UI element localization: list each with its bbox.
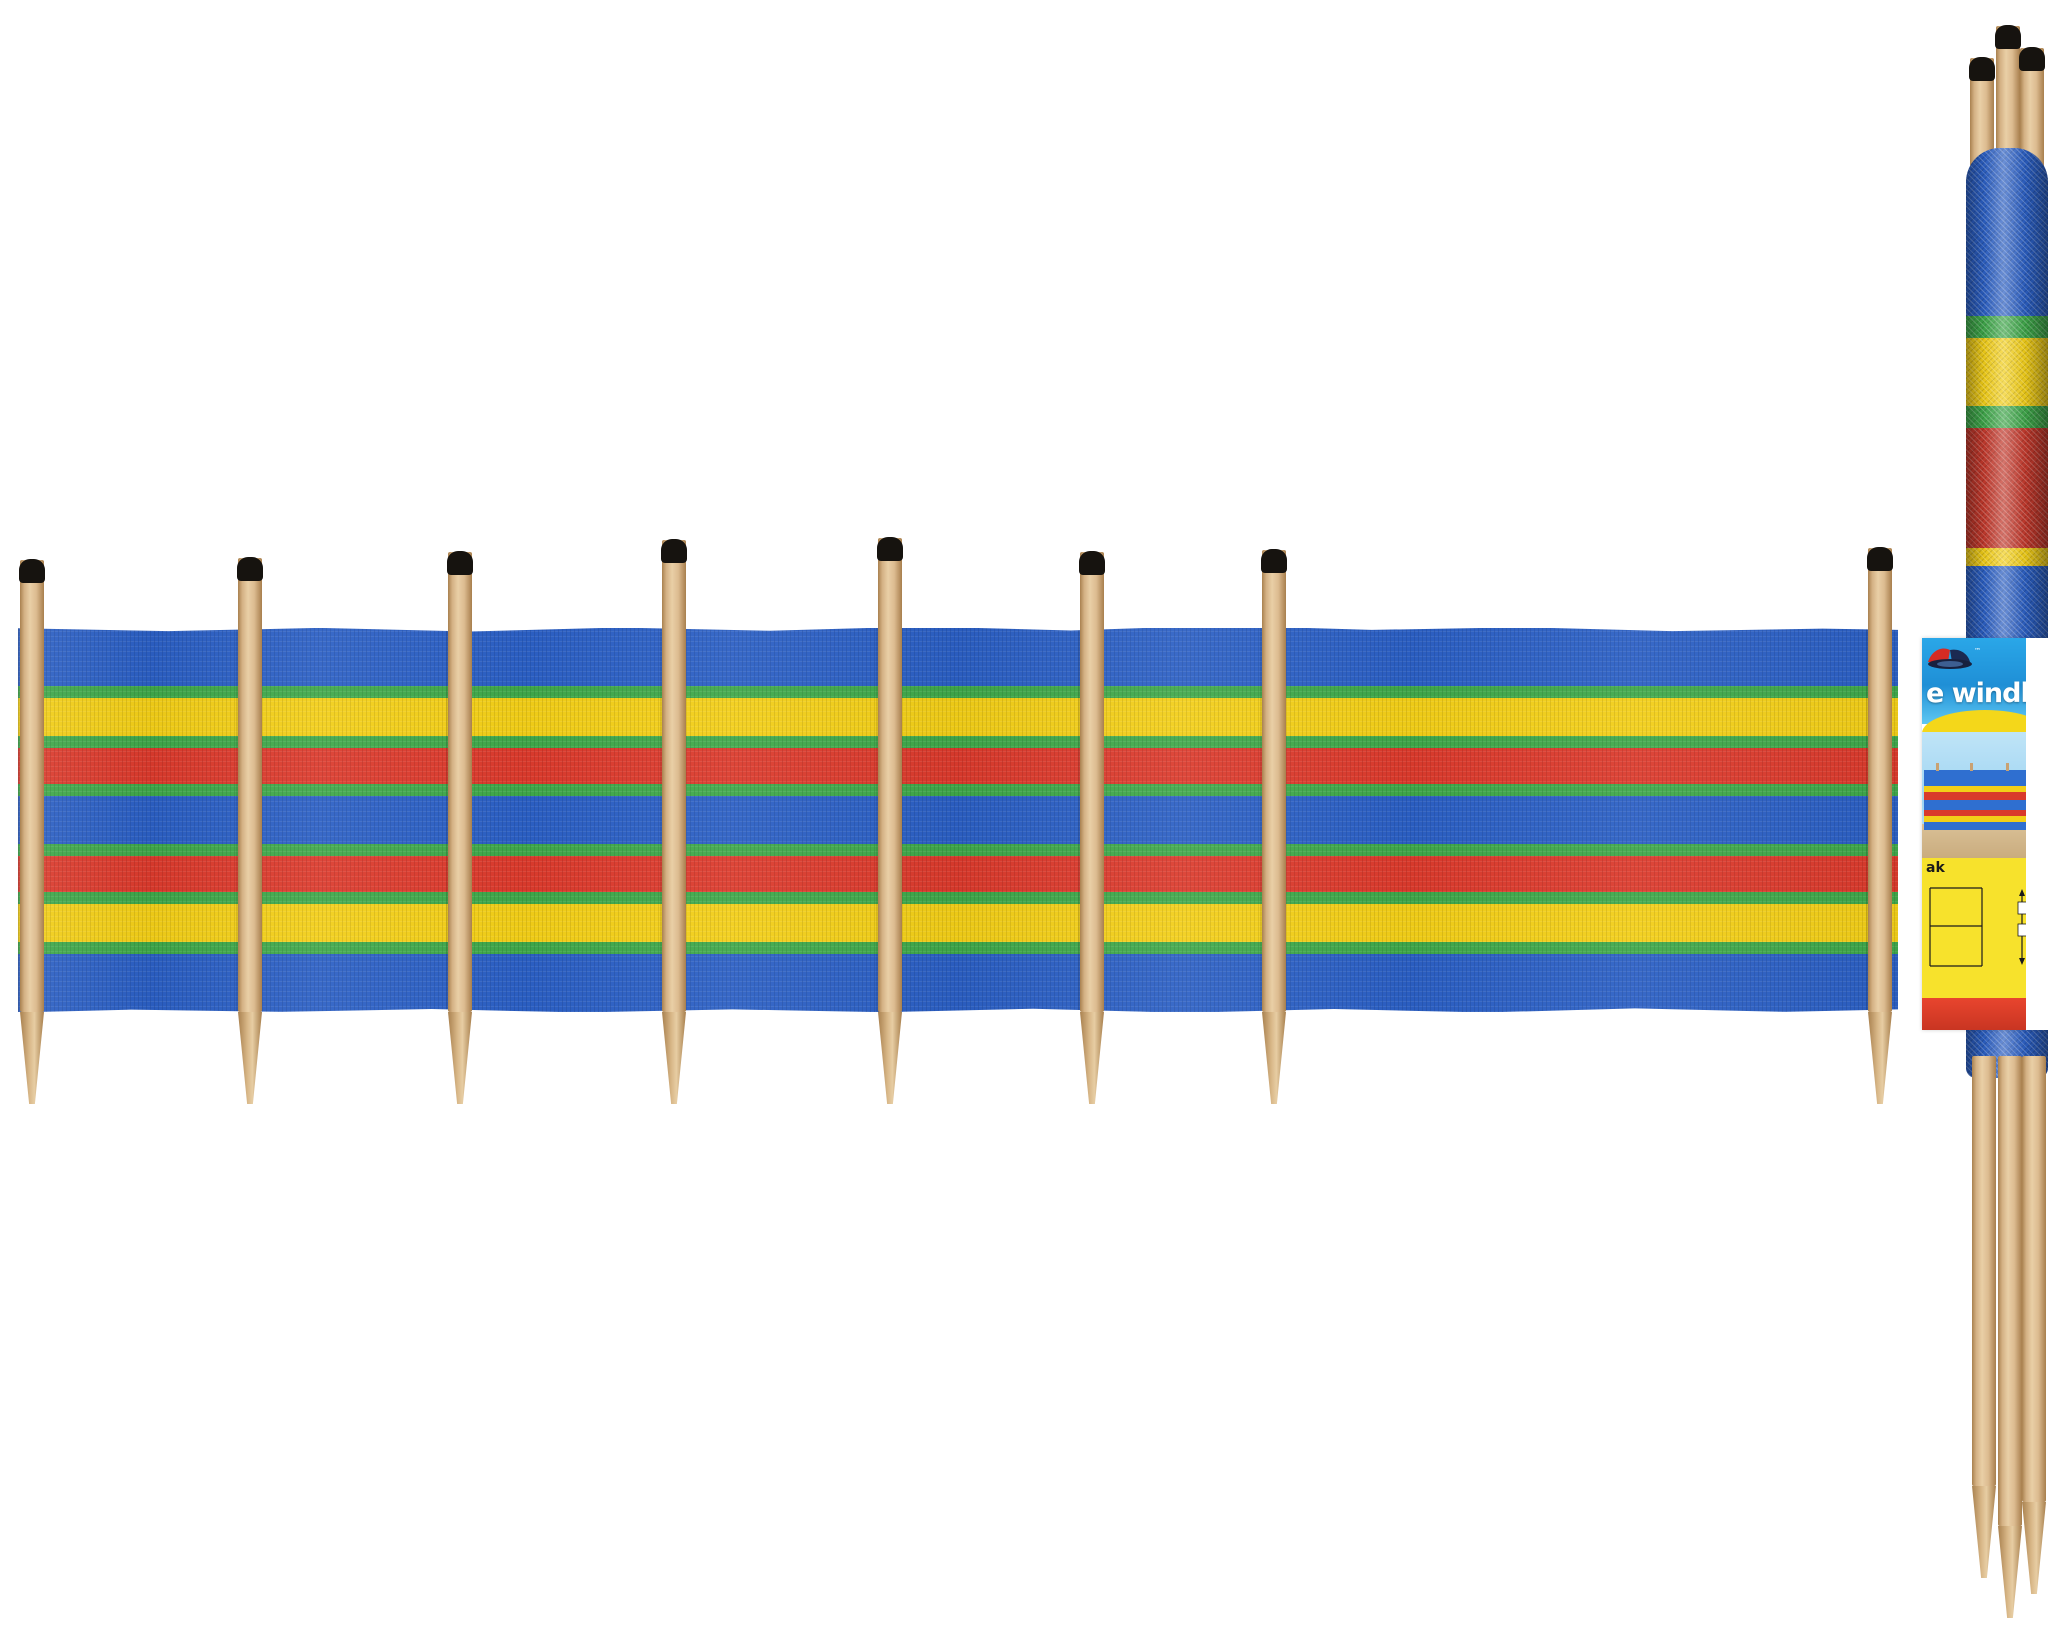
windbreak-fabric bbox=[18, 628, 1898, 1012]
pole-shaft bbox=[1262, 550, 1286, 1012]
bundle-pole bbox=[2022, 1056, 2046, 1594]
brand-logo-icon: ™ bbox=[1928, 647, 1981, 669]
pole-point bbox=[878, 1012, 902, 1104]
pole-point bbox=[20, 1012, 44, 1104]
label-cut-edge bbox=[2026, 638, 2048, 1030]
pole-tip-icon bbox=[661, 539, 687, 563]
pole-shaft bbox=[1868, 548, 1892, 1012]
pole-shaft bbox=[448, 552, 472, 1012]
fabric-weave-texture bbox=[18, 628, 1898, 1012]
photo-windbreak bbox=[1924, 763, 2046, 830]
pole-tip-icon bbox=[1079, 551, 1105, 575]
pole-tip-icon bbox=[877, 537, 903, 561]
pole-tip-icon bbox=[1969, 57, 1995, 81]
pole-tip-icon bbox=[1261, 549, 1287, 573]
trademark-symbol: ™ bbox=[1974, 647, 1981, 655]
fabric-sheen bbox=[18, 628, 1898, 1012]
pole-shaft bbox=[1972, 1056, 1996, 1486]
pole-shaft bbox=[1998, 1056, 2022, 1526]
pole-shaft bbox=[20, 560, 44, 1012]
pole-point bbox=[1262, 1012, 1286, 1104]
pole-point bbox=[1998, 1526, 2022, 1618]
pole-shaft bbox=[878, 538, 902, 1012]
pole-tip-icon bbox=[237, 557, 263, 581]
windbreak-pole bbox=[877, 537, 903, 1104]
fabric-top-edge bbox=[18, 620, 1898, 632]
pole-shaft bbox=[2022, 1056, 2046, 1502]
windbreak-pole bbox=[1867, 547, 1893, 1104]
diagram-caption: ak bbox=[1926, 860, 1945, 876]
windbreak-pole bbox=[447, 551, 473, 1104]
windbreak-pole bbox=[237, 557, 263, 1104]
pole-tip-icon bbox=[1867, 547, 1893, 571]
rolled-windbreak-bundle: ™ e windb ak bbox=[1922, 0, 2048, 1638]
fabric-bottom-edge bbox=[18, 1008, 1898, 1018]
windbreak-pole bbox=[1261, 549, 1287, 1104]
pole-tip-icon bbox=[447, 551, 473, 575]
windbreak-pole bbox=[19, 559, 45, 1104]
pole-point bbox=[1972, 1486, 1996, 1578]
pole-point bbox=[1080, 1012, 1104, 1104]
pole-point bbox=[448, 1012, 472, 1104]
pole-tip-icon bbox=[2019, 47, 2045, 71]
product-label: ™ e windb ak bbox=[1922, 638, 2048, 1030]
pole-point bbox=[2022, 1502, 2046, 1594]
pole-tip-icon bbox=[1995, 25, 2021, 49]
pole-shaft bbox=[1080, 552, 1104, 1012]
pole-point bbox=[662, 1012, 686, 1104]
pole-point bbox=[238, 1012, 262, 1104]
windbreak-pole bbox=[1079, 551, 1105, 1104]
bundle-pole bbox=[1972, 1056, 1996, 1578]
fabric-stripes bbox=[18, 628, 1898, 1012]
windbreak-pole bbox=[661, 539, 687, 1104]
bundle-pole bbox=[1998, 1056, 2022, 1618]
pole-shaft bbox=[662, 540, 686, 1012]
label-title: e windb bbox=[1926, 678, 2040, 709]
pole-point bbox=[1868, 1012, 1892, 1104]
pole-tip-icon bbox=[19, 559, 45, 583]
pole-shaft bbox=[238, 558, 262, 1012]
